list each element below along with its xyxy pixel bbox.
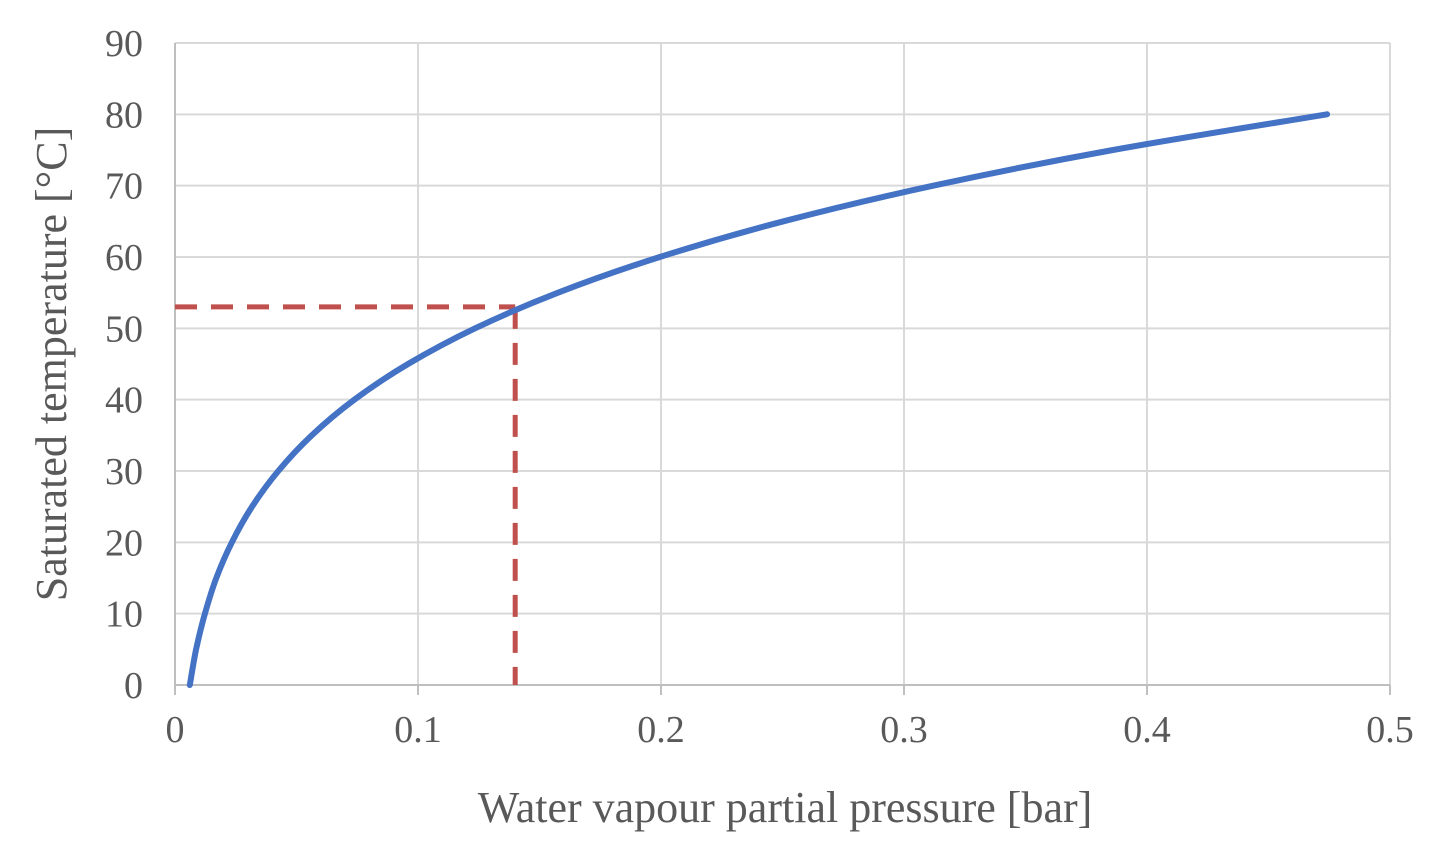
series [186, 111, 1331, 688]
y-tick-label: 70 [105, 166, 143, 208]
grid [175, 42, 1391, 685]
y-tick-label: 0 [124, 665, 143, 707]
x-tick-label: 0.2 [637, 709, 685, 751]
y-tick-label: 60 [105, 237, 143, 279]
y-tick-label: 40 [105, 380, 143, 422]
y-tick-label: 20 [105, 522, 143, 564]
x-tick-label: 0.3 [880, 709, 928, 751]
series-line [186, 111, 1331, 688]
y-tick-label: 50 [105, 308, 143, 350]
x-tick-label: 0.4 [1123, 709, 1171, 751]
x-axis-title: Water vapour partial pressure [bar] [478, 783, 1093, 832]
axes [174, 43, 1391, 695]
reference-lines [175, 304, 518, 685]
y-tick-label: 30 [105, 451, 143, 493]
x-tick-label: 0.5 [1366, 709, 1414, 751]
x-tick-label: 0.1 [394, 709, 442, 751]
y-tick-label: 80 [105, 94, 143, 136]
y-axis-title: Saturated temperature [°C] [27, 127, 76, 602]
y-tick-label: 90 [105, 23, 143, 65]
x-tick-label: 0 [166, 709, 185, 751]
y-tick-label: 10 [105, 594, 143, 636]
tick-labels: 0 10 20 30 40 50 60 70 80 90 0 0.1 0.2 0.3 0.4 0.5 [105, 23, 1414, 751]
